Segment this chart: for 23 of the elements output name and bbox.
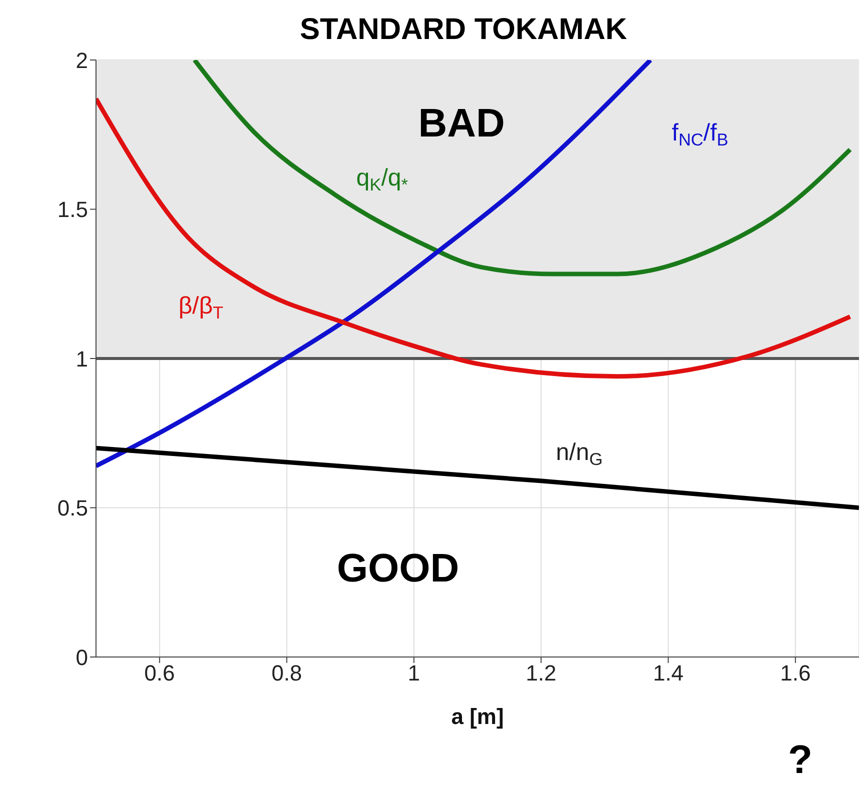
y-tick-label: 2: [76, 48, 88, 73]
annotation: BAD: [418, 102, 505, 146]
y-tick-label: 0: [76, 644, 88, 670]
series-label: q$_{K}$/q$_{*}$: [356, 164, 408, 194]
text: ?: [788, 738, 812, 783]
y-tick-label: 0.5: [57, 496, 88, 521]
x-tick-label: 1.6: [780, 660, 811, 686]
text: f$_{NC}$/f$_{B}$: [672, 120, 728, 150]
x-tick-label: 0.6: [144, 660, 175, 686]
y-tick-label: 1: [76, 346, 88, 372]
x-tick-label: 1.2: [526, 660, 556, 686]
x-tick-label: 1: [408, 660, 420, 686]
line-series: [96, 96, 852, 379]
x-tick-label: 0.8: [271, 660, 302, 686]
series-label: β/β$_{T}$: [178, 292, 224, 323]
y-tick-label: 1.5: [57, 197, 88, 222]
chart-title: STANDARD TOKAMAK: [300, 13, 628, 46]
x-tick-label: 1.4: [652, 660, 684, 686]
x-axis-title: a [m]: [451, 704, 504, 729]
line-series: [96, 60, 653, 468]
line-series: [192, 60, 852, 276]
annotation: GOOD: [336, 546, 460, 590]
series-label: n/n$_{G}$: [556, 438, 603, 470]
